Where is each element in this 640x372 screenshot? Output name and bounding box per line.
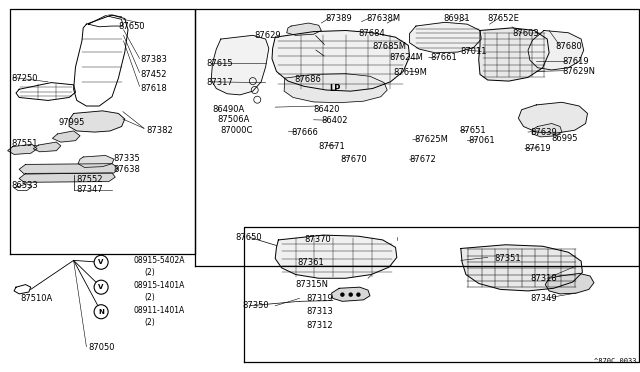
Polygon shape bbox=[19, 164, 118, 174]
Text: 87315N: 87315N bbox=[296, 280, 329, 289]
Polygon shape bbox=[8, 144, 37, 154]
Text: 87638: 87638 bbox=[113, 165, 140, 174]
Text: 87351: 87351 bbox=[494, 254, 521, 263]
Polygon shape bbox=[19, 173, 115, 182]
Text: 87650: 87650 bbox=[118, 22, 145, 31]
Text: 87312: 87312 bbox=[306, 321, 333, 330]
Text: 87672: 87672 bbox=[410, 155, 436, 164]
Text: 87250: 87250 bbox=[12, 74, 38, 83]
Polygon shape bbox=[14, 184, 32, 190]
Text: 86995: 86995 bbox=[552, 134, 578, 143]
Text: 87011: 87011 bbox=[461, 47, 487, 56]
Text: 87000C: 87000C bbox=[221, 126, 253, 135]
Polygon shape bbox=[518, 102, 588, 133]
Text: 87551: 87551 bbox=[12, 139, 38, 148]
Text: 87670: 87670 bbox=[340, 155, 367, 164]
Text: 87452: 87452 bbox=[141, 70, 167, 79]
Polygon shape bbox=[88, 16, 123, 27]
Text: (2): (2) bbox=[145, 293, 156, 302]
Text: 87361: 87361 bbox=[298, 258, 324, 267]
Circle shape bbox=[341, 293, 344, 296]
Circle shape bbox=[357, 293, 360, 296]
Polygon shape bbox=[195, 9, 639, 266]
Text: 87684: 87684 bbox=[358, 29, 385, 38]
Polygon shape bbox=[78, 155, 114, 167]
Circle shape bbox=[349, 293, 352, 296]
Text: 87313: 87313 bbox=[306, 307, 333, 316]
Polygon shape bbox=[284, 74, 387, 103]
Text: 87619M: 87619M bbox=[394, 68, 428, 77]
Polygon shape bbox=[461, 245, 582, 291]
Text: 87335: 87335 bbox=[113, 154, 140, 163]
Text: 86533: 86533 bbox=[12, 181, 38, 190]
Polygon shape bbox=[74, 15, 128, 106]
Text: 97995: 97995 bbox=[59, 118, 85, 126]
Text: 87050: 87050 bbox=[88, 343, 115, 352]
Text: 08911-1401A: 08911-1401A bbox=[133, 306, 184, 315]
Text: 87318: 87318 bbox=[530, 274, 557, 283]
Text: V: V bbox=[99, 259, 104, 265]
Text: 87629N: 87629N bbox=[562, 67, 595, 76]
Text: 87317: 87317 bbox=[206, 78, 233, 87]
Text: V: V bbox=[99, 284, 104, 290]
Polygon shape bbox=[528, 31, 584, 70]
Polygon shape bbox=[10, 9, 195, 254]
Text: (2): (2) bbox=[145, 268, 156, 277]
Text: 87650: 87650 bbox=[236, 233, 262, 242]
Text: 87619: 87619 bbox=[562, 57, 589, 66]
Polygon shape bbox=[410, 22, 481, 53]
Text: 87619: 87619 bbox=[525, 144, 552, 153]
Text: N: N bbox=[98, 309, 104, 315]
Polygon shape bbox=[287, 23, 321, 35]
Text: 87349: 87349 bbox=[530, 294, 557, 303]
Polygon shape bbox=[16, 83, 76, 100]
Text: 08915-5402A: 08915-5402A bbox=[133, 256, 184, 265]
Text: (2): (2) bbox=[145, 318, 156, 327]
Polygon shape bbox=[332, 287, 370, 301]
Text: 87552: 87552 bbox=[77, 175, 103, 184]
Circle shape bbox=[94, 255, 108, 269]
Text: 87629: 87629 bbox=[255, 31, 282, 40]
Polygon shape bbox=[52, 131, 80, 142]
Polygon shape bbox=[69, 111, 125, 132]
Text: 87618: 87618 bbox=[141, 84, 168, 93]
Text: 87685M: 87685M bbox=[372, 42, 406, 51]
Circle shape bbox=[94, 280, 108, 294]
Text: 87624M: 87624M bbox=[389, 53, 423, 62]
Text: 08915-1401A: 08915-1401A bbox=[133, 281, 184, 290]
Text: 86420: 86420 bbox=[314, 105, 340, 114]
Polygon shape bbox=[244, 227, 639, 362]
Polygon shape bbox=[275, 235, 397, 278]
Text: 87506A: 87506A bbox=[218, 115, 250, 124]
Text: 86981: 86981 bbox=[443, 14, 470, 23]
Circle shape bbox=[94, 305, 108, 319]
Text: 87680: 87680 bbox=[556, 42, 582, 51]
Text: 87347: 87347 bbox=[77, 185, 104, 194]
Text: 87638M: 87638M bbox=[367, 14, 401, 23]
Text: 87671: 87671 bbox=[319, 142, 346, 151]
Text: 87666: 87666 bbox=[291, 128, 318, 137]
Text: 87382: 87382 bbox=[146, 126, 173, 135]
Text: 87603: 87603 bbox=[512, 29, 539, 38]
Text: 87686: 87686 bbox=[294, 76, 321, 84]
Text: 87625M: 87625M bbox=[415, 135, 449, 144]
Polygon shape bbox=[33, 142, 61, 152]
Polygon shape bbox=[14, 285, 31, 294]
Text: 87389: 87389 bbox=[325, 14, 352, 23]
Text: 87615: 87615 bbox=[206, 60, 233, 68]
Text: LP: LP bbox=[330, 84, 341, 93]
Text: 87061: 87061 bbox=[468, 136, 495, 145]
Text: 86490A: 86490A bbox=[212, 105, 244, 114]
Text: 87383: 87383 bbox=[141, 55, 168, 64]
Polygon shape bbox=[272, 31, 410, 91]
Polygon shape bbox=[211, 35, 269, 95]
Text: 87639: 87639 bbox=[530, 128, 557, 137]
Polygon shape bbox=[545, 273, 594, 294]
Text: 87651: 87651 bbox=[460, 126, 486, 135]
Text: 86402: 86402 bbox=[321, 116, 348, 125]
Text: 87370: 87370 bbox=[304, 235, 331, 244]
Text: ^870C 0033: ^870C 0033 bbox=[593, 358, 636, 364]
Text: 87319: 87319 bbox=[306, 294, 333, 303]
Polygon shape bbox=[532, 124, 562, 137]
